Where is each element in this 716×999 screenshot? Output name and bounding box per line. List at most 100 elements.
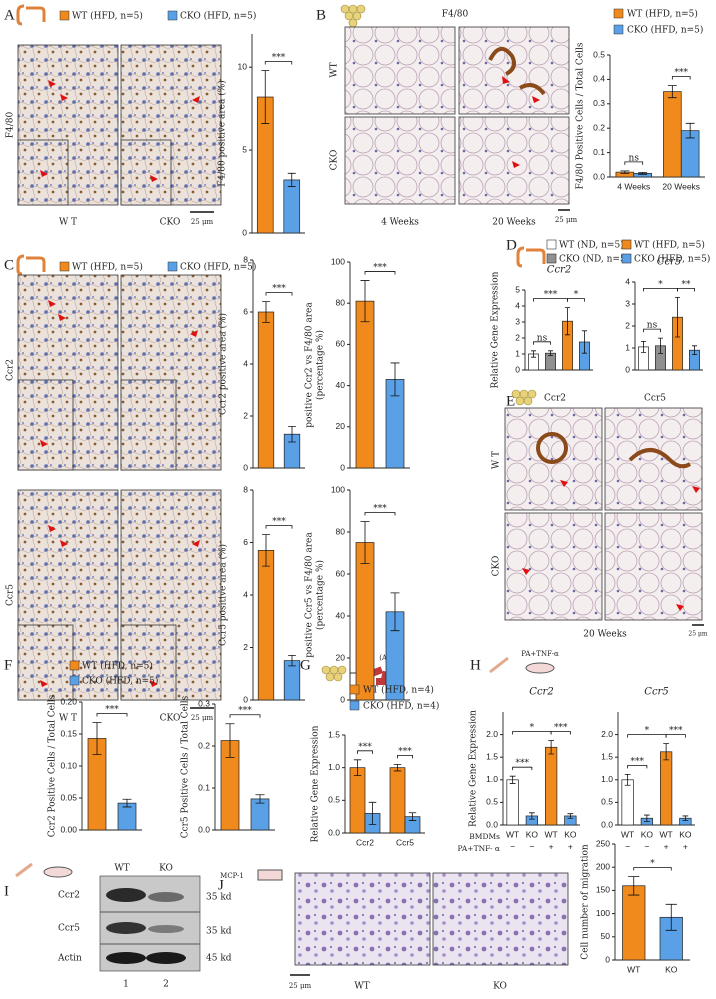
- y-tick-label: 0.3: [593, 98, 605, 108]
- panel-letter: F: [4, 657, 12, 673]
- y-tick-label: 1.5: [328, 729, 340, 739]
- significance-label: ***: [516, 759, 530, 769]
- legend-swatch: [621, 253, 632, 264]
- error-bar: [567, 813, 574, 819]
- y-tick-label: 6: [243, 537, 248, 547]
- y-tick-label: 80: [336, 526, 346, 536]
- error-bar: [581, 330, 588, 354]
- genotype-label: CKO: [160, 218, 181, 228]
- significance-label: ns: [537, 333, 548, 343]
- stain-label: Ccr5: [644, 394, 666, 404]
- error-bar: [667, 85, 677, 99]
- y-tick-label: 0: [625, 364, 630, 374]
- y-axis-label: F4/80 positive area (%): [217, 80, 228, 187]
- lane-label: WT: [114, 864, 129, 874]
- band: [148, 925, 184, 933]
- x-tick-label: Ccr2: [356, 837, 374, 847]
- bar: [257, 550, 275, 701]
- y-tick-label: 4: [515, 300, 520, 310]
- legend-swatch: [69, 660, 80, 671]
- significance-label: *: [650, 859, 655, 869]
- y-axis-label: (percentage %): [315, 560, 326, 630]
- legend-label: WT (HFD, n=5): [72, 262, 143, 273]
- y-tick-label: 0: [340, 694, 345, 704]
- x-tick-label: KO: [641, 829, 654, 839]
- arrowheads: [522, 480, 700, 611]
- treatment-label: −: [510, 841, 515, 851]
- intestine-icon: [16, 254, 46, 276]
- treatment-label: PA+TNF-α: [521, 650, 559, 658]
- band-label: Ccr5: [58, 924, 80, 934]
- x-tick-label: KO: [665, 964, 678, 974]
- y-axis-label: F4/80 Positive Cells / Total Cells: [576, 42, 586, 189]
- size-label: 35 kd: [206, 927, 232, 937]
- y-tick-label: 1.5: [486, 751, 498, 761]
- y-tick-label: 6: [243, 306, 248, 316]
- genotype-label: KO: [493, 982, 507, 992]
- significance-bracket: [229, 714, 261, 718]
- band-label: Actin: [57, 954, 82, 964]
- micrograph-inset: [17, 379, 74, 471]
- genotype-label: W T: [59, 218, 77, 228]
- y-tick-label: 0.4: [593, 74, 605, 84]
- y-tick-label: 4: [243, 589, 248, 599]
- error-bar: [674, 297, 681, 338]
- y-tick-label: 4: [243, 358, 248, 368]
- micrograph-inset: [120, 624, 177, 701]
- significance-label: *: [574, 290, 579, 300]
- y-tick-label: 150: [596, 885, 610, 895]
- significance-bracket: [567, 298, 585, 302]
- treatment-label: +: [568, 841, 573, 851]
- treatment-label: −: [644, 841, 649, 851]
- y-tick-label: 0.5: [601, 797, 613, 807]
- x-tick-label: WT: [627, 964, 640, 974]
- time-label: 20 Weeks: [492, 218, 536, 228]
- significance-label: ***: [373, 263, 387, 273]
- size-label: 35 kd: [206, 893, 232, 903]
- y-tick-label: 0.1: [593, 147, 605, 157]
- panel-letter: G: [300, 657, 311, 673]
- y-tick-label: 2: [243, 410, 248, 420]
- error-bar: [657, 337, 664, 354]
- y-axis-label: (percentage %): [315, 330, 326, 400]
- y-tick-label: 60: [336, 568, 346, 578]
- legend-label: WT (HFD, n=5): [82, 661, 153, 672]
- transwell-icon: [257, 869, 283, 881]
- legend-label: CKO (ND, n=5): [559, 254, 629, 265]
- y-tick-label: 100: [596, 908, 610, 918]
- stain: [488, 47, 546, 96]
- intestine-icon: [516, 246, 546, 268]
- y-tick-label: 0.0: [198, 824, 210, 834]
- significance-bracket: [627, 764, 648, 769]
- legend-label: CKO (HFD, n=5): [627, 25, 703, 36]
- y-tick-label: 0.5: [486, 797, 498, 807]
- y-tick-label: 1.0: [601, 774, 613, 784]
- y-tick-label: 250: [596, 838, 610, 848]
- band: [106, 922, 146, 934]
- error-bar: [665, 903, 677, 931]
- error-bar: [255, 794, 265, 804]
- y-tick-label: 0.2: [593, 122, 605, 132]
- bar: [283, 179, 301, 234]
- bone-icon: [489, 656, 509, 674]
- y-axis-label: Ccr5 Positive Cells / Total Cells: [181, 695, 191, 838]
- row-label: BMDMs: [469, 832, 500, 841]
- error-bar: [360, 280, 370, 323]
- legend-swatch: [59, 10, 70, 21]
- legend-label: CKO (HFD, n=5): [180, 11, 256, 22]
- significance-bracket: [624, 161, 644, 165]
- significance-bracket: [633, 867, 672, 871]
- significance-label: ***: [675, 68, 689, 78]
- treatment-label: +: [664, 841, 669, 851]
- significance-label: *: [530, 723, 535, 733]
- significance-label: *: [658, 280, 663, 290]
- y-tick-label: 0: [243, 462, 248, 472]
- error-bar: [92, 722, 102, 755]
- x-tick-label: Ccr5: [396, 837, 414, 847]
- significance-bracket: [364, 271, 396, 275]
- y-tick-label: 40: [336, 610, 346, 620]
- scale-label: 25 μm: [191, 218, 214, 226]
- time-label: 20 Weeks: [583, 630, 627, 640]
- stain: [536, 432, 568, 464]
- stain-label: F4/80: [442, 10, 469, 20]
